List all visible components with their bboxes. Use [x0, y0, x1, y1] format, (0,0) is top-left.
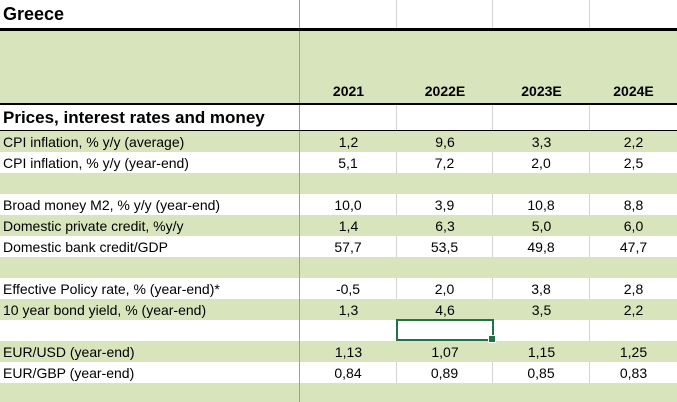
cell[interactable] [590, 0, 677, 28]
value-cell[interactable] [590, 383, 677, 402]
value-cell[interactable]: 9,6 [435, 133, 455, 150]
table-row [0, 257, 677, 278]
value-cell[interactable] [590, 320, 677, 341]
row-label[interactable]: Domestic private credit, %y/y [0, 215, 300, 236]
value-cell[interactable]: 2,5 [623, 154, 644, 171]
value-cell[interactable] [493, 173, 590, 194]
column-header-2023e[interactable]: 2023E [521, 83, 562, 99]
value-cell[interactable]: 3,5 [531, 301, 552, 318]
row-label[interactable]: CPI inflation, % y/y (year-end) [0, 152, 300, 173]
table-row: EUR/GBP (year-end) 0,84 0,89 0,85 0,83 [0, 362, 677, 383]
section-row: Prices, interest rates and money [0, 105, 677, 131]
value-cell[interactable]: 6,3 [435, 217, 455, 234]
table-row: Effective Policy rate, % (year-end)* -0,5… [0, 278, 677, 299]
country-title[interactable]: Greece [0, 0, 300, 28]
value-cell[interactable]: 1,2 [338, 133, 359, 150]
row-label[interactable] [0, 320, 300, 341]
value-cell[interactable]: 5,1 [300, 152, 397, 173]
row-label[interactable]: Effective Policy rate, % (year-end)* [0, 278, 300, 299]
column-header-2024e[interactable]: 2024E [613, 83, 654, 99]
value-cell[interactable]: 5,0 [531, 217, 552, 234]
value-cell[interactable]: 1,15 [527, 343, 556, 360]
value-cell[interactable] [397, 173, 493, 194]
value-cell[interactable] [397, 257, 493, 278]
cell[interactable] [397, 105, 493, 130]
table-row: Domestic private credit, %y/y 1,4 6,3 5,0 6,… [0, 215, 677, 236]
table-row [0, 320, 677, 341]
table-row: Domestic bank credit/GDP 57,7 53,5 49,8 47,7 [0, 236, 677, 257]
value-cell[interactable]: 6,0 [623, 217, 644, 234]
value-cell[interactable] [493, 383, 590, 402]
header-label-cell[interactable] [0, 31, 300, 103]
value-cell[interactable]: 2,0 [397, 278, 493, 299]
value-cell[interactable]: 0,89 [397, 362, 493, 383]
value-cell[interactable]: 0,83 [619, 364, 648, 381]
value-cell[interactable]: 2,8 [623, 280, 644, 297]
value-cell[interactable]: 57,7 [300, 236, 397, 257]
column-header-2021[interactable]: 2021 [332, 83, 365, 99]
value-cell[interactable] [493, 257, 590, 278]
cell[interactable] [300, 105, 397, 130]
cell[interactable] [590, 105, 677, 130]
row-label[interactable]: 10 year bond yield, % (year-end) [0, 299, 300, 320]
value-cell[interactable]: 2,2 [623, 301, 644, 318]
table-row [0, 383, 677, 402]
value-cell[interactable]: -0,5 [300, 278, 397, 299]
value-cell[interactable] [300, 173, 397, 194]
value-cell[interactable]: 47,7 [619, 238, 648, 255]
value-cell[interactable] [493, 320, 590, 341]
value-cell[interactable]: 1,13 [334, 343, 363, 360]
table-row: EUR/USD (year-end) 1,13 1,07 1,15 1,25 [0, 341, 677, 362]
value-cell[interactable]: 8,8 [623, 196, 644, 213]
value-cell[interactable] [300, 383, 397, 402]
value-cell[interactable]: 3,9 [397, 194, 493, 215]
value-cell[interactable]: 2,2 [623, 133, 644, 150]
header-row: 2021 2022E 2023E 2024E [0, 31, 677, 105]
value-cell[interactable] [300, 257, 397, 278]
title-row: Greece [0, 0, 677, 31]
value-cell[interactable]: 0,84 [300, 362, 397, 383]
value-cell[interactable]: 53,5 [397, 236, 493, 257]
value-cell[interactable]: 4,6 [435, 301, 455, 318]
cell[interactable] [397, 0, 493, 28]
value-cell[interactable]: 49,8 [493, 236, 590, 257]
row-label[interactable] [0, 383, 300, 402]
row-label[interactable]: EUR/USD (year-end) [0, 341, 300, 362]
value-cell[interactable]: 3,8 [493, 278, 590, 299]
column-header-2022e[interactable]: 2022E [424, 83, 466, 99]
section-title[interactable]: Prices, interest rates and money [0, 105, 300, 130]
value-cell[interactable] [590, 173, 677, 194]
value-cell[interactable]: 1,25 [619, 343, 648, 360]
row-label[interactable]: EUR/GBP (year-end) [0, 362, 300, 383]
table-row: CPI inflation, % y/y (average) 1,2 9,6 3,3 2… [0, 131, 677, 152]
row-label[interactable] [0, 173, 300, 194]
value-cell[interactable]: 2,0 [493, 152, 590, 173]
row-label[interactable]: CPI inflation, % y/y (average) [0, 131, 300, 152]
row-label[interactable]: Domestic bank credit/GDP [0, 236, 300, 257]
value-cell[interactable] [397, 383, 493, 402]
table-row: Broad money M2, % y/y (year-end) 10,0 3,9 1… [0, 194, 677, 215]
value-cell[interactable]: 1,3 [338, 301, 359, 318]
table-row: 10 year bond yield, % (year-end) 1,3 4,6 3,… [0, 299, 677, 320]
value-cell[interactable]: 0,85 [493, 362, 590, 383]
row-label[interactable]: Broad money M2, % y/y (year-end) [0, 194, 300, 215]
value-cell[interactable] [590, 257, 677, 278]
value-cell[interactable]: 10,8 [493, 194, 590, 215]
value-cell[interactable]: 10,0 [300, 194, 397, 215]
value-cell[interactable]: 1,4 [338, 217, 359, 234]
row-label[interactable] [0, 257, 300, 278]
cell[interactable] [493, 105, 590, 130]
table-row: CPI inflation, % y/y (year-end) 5,1 7,2 2,0… [0, 152, 677, 173]
cell[interactable] [300, 0, 397, 28]
cell[interactable] [493, 0, 590, 28]
value-cell[interactable]: 7,2 [397, 152, 493, 173]
fill-handle[interactable] [488, 335, 496, 343]
table-row [0, 173, 677, 194]
selected-cell[interactable] [396, 319, 496, 343]
value-cell[interactable] [300, 320, 397, 341]
value-cell[interactable]: 3,3 [531, 133, 552, 150]
value-cell[interactable]: 1,07 [431, 343, 459, 360]
